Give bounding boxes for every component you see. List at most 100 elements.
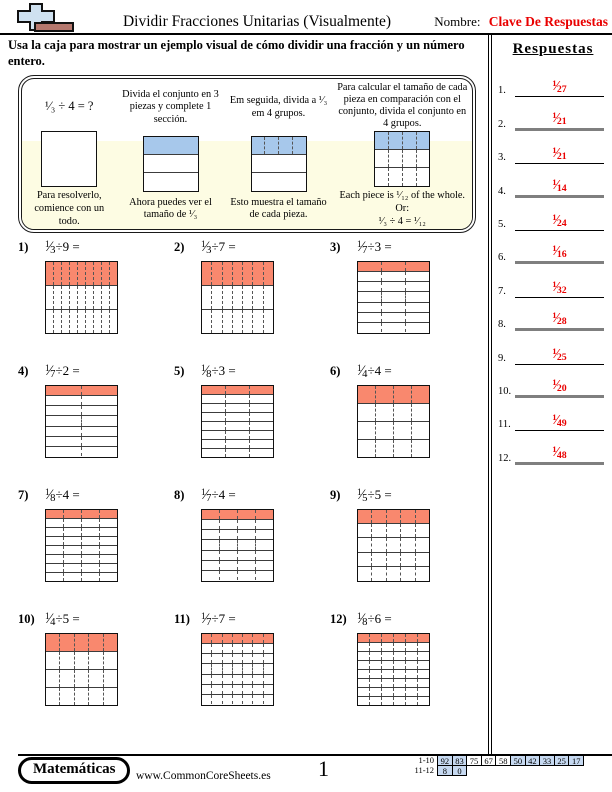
grid-cell xyxy=(242,309,252,333)
grid-cell xyxy=(358,422,375,439)
fraction-grid xyxy=(250,135,307,192)
answer-number: 7. xyxy=(498,285,506,297)
grid-cell xyxy=(81,436,117,447)
grid-cell xyxy=(291,136,306,154)
grid-cell xyxy=(358,282,381,291)
score-cell: 50 xyxy=(510,755,526,766)
grid-cell xyxy=(237,571,255,581)
grid-cell xyxy=(81,416,117,426)
example-step-caption: ¹⁄₃ ÷ 4 = ? xyxy=(45,98,94,113)
grid-cell xyxy=(358,303,381,312)
grid-cell xyxy=(393,403,411,421)
grid-row xyxy=(358,522,429,538)
grid-cell xyxy=(262,654,273,664)
grid-cell xyxy=(81,406,117,416)
grid-cell xyxy=(231,633,242,643)
grid-cell xyxy=(371,523,385,538)
grid-cell xyxy=(381,302,405,312)
grid-row xyxy=(143,172,198,190)
grid-cell xyxy=(242,664,252,674)
grid-cell xyxy=(211,633,221,643)
grid-cell xyxy=(381,633,393,642)
grid-cell xyxy=(415,168,430,186)
grid-cell xyxy=(202,654,211,663)
grid-cell xyxy=(405,642,417,651)
problem-header: 6) 1⁄4÷4 = xyxy=(330,363,486,380)
answer-item: 2. 1⁄21 xyxy=(498,97,608,131)
grid-row xyxy=(358,659,429,669)
grid-cell xyxy=(211,684,221,695)
grid-row xyxy=(46,385,117,395)
grid-cell xyxy=(202,422,225,430)
grid-cell xyxy=(81,536,99,545)
grid-cell xyxy=(231,261,242,285)
grid-cell xyxy=(81,426,117,436)
grid-cell xyxy=(231,674,242,684)
grid-cell xyxy=(202,551,219,560)
grid-row xyxy=(202,642,273,654)
grid-cell xyxy=(46,416,81,425)
example-step-caption: Divida el conjunto en 3 piezas y complet… xyxy=(122,89,219,125)
grid-cell xyxy=(371,538,385,552)
grid-cell xyxy=(358,323,381,332)
score-range-label: 1-10 xyxy=(418,755,435,765)
grid-cell xyxy=(144,137,198,154)
answer-item: 8. 1⁄28 xyxy=(498,298,608,332)
grid-cell xyxy=(371,509,385,523)
grid-cell xyxy=(358,510,371,523)
grid-cell xyxy=(101,261,109,285)
grid-cell xyxy=(202,540,219,549)
example-square-area xyxy=(374,130,431,187)
grid-cell xyxy=(401,168,416,186)
grid-cell xyxy=(46,447,81,456)
grid-row xyxy=(202,261,273,285)
grid-row xyxy=(202,633,273,643)
grid-cell xyxy=(264,136,278,154)
grid-cell xyxy=(255,571,273,581)
fraction: 1⁄7 xyxy=(45,362,56,380)
problem-item: 4) 1⁄7÷2 = xyxy=(18,363,174,487)
grid-cell xyxy=(381,292,405,302)
grid-cell xyxy=(46,386,81,395)
answer-number: 1. xyxy=(498,85,506,97)
grid-cell xyxy=(252,695,262,705)
grid-cell xyxy=(358,386,375,403)
grid-cell xyxy=(252,173,306,190)
grid-cell xyxy=(358,553,371,566)
grid-row xyxy=(46,517,117,527)
grid-cell xyxy=(202,510,219,519)
grid-cell xyxy=(46,437,81,446)
example-step: Em seguida, divida a ¹⁄₃ em 4 grupos. Est… xyxy=(225,79,333,229)
answer-number: 12. xyxy=(498,452,512,464)
score-cell: 58 xyxy=(495,755,512,766)
problem-header: 3) 1⁄7÷3 = xyxy=(330,239,486,256)
problem-item: 11) 1⁄7÷7 = xyxy=(174,611,330,735)
example-step-note: Para resolverlo, comience con un todo. xyxy=(34,189,105,227)
grid-cell xyxy=(211,309,221,333)
answer-blank: 1⁄14 xyxy=(515,176,604,198)
grid-cell xyxy=(46,537,63,545)
grid-cell xyxy=(81,395,117,406)
problem-equation: 1⁄8÷6 = xyxy=(357,610,392,628)
fraction-grid xyxy=(45,384,118,458)
answer-item: 11. 1⁄49 xyxy=(498,398,608,432)
grid-cell xyxy=(375,439,393,457)
example-step-caption: Em seguida, divida a ¹⁄₃ em 4 grupos. xyxy=(229,95,328,119)
fraction: 1⁄7 xyxy=(201,610,212,628)
grid-cell xyxy=(77,285,85,309)
score-row: 1-10 92 83 75 67 58 50 42 33 25 17 xyxy=(408,755,584,766)
grid-cell xyxy=(221,684,232,695)
grid-cell xyxy=(371,567,385,581)
grid-cell xyxy=(381,678,393,687)
answer-value: 1⁄20 xyxy=(552,376,567,394)
grid-cell xyxy=(99,563,117,572)
answer-value: 1⁄32 xyxy=(552,278,567,296)
grid-row xyxy=(46,571,117,581)
grid-cell xyxy=(99,545,117,554)
grid-cell xyxy=(99,554,117,563)
grid-row xyxy=(358,281,429,292)
grid-cell xyxy=(381,669,393,678)
grid-cell xyxy=(262,261,273,285)
grid-cell xyxy=(237,560,255,571)
